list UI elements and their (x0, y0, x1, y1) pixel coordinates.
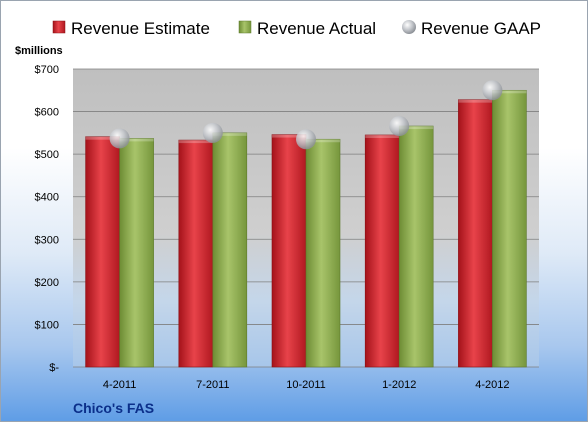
marker-revenue-gaap (296, 129, 316, 150)
gaap-markers (109, 80, 503, 150)
x-tick-label: 10-2011 (286, 379, 326, 391)
bar-revenue-actual (305, 138, 341, 368)
x-tick-label: 4-2011 (103, 379, 136, 391)
bar-top-highlight (458, 99, 493, 103)
bar-revenue-estimate (458, 99, 493, 368)
legend-marker-revenue-gaap (402, 20, 416, 34)
bar-revenue-actual (492, 89, 527, 368)
marker-revenue-gaap (389, 116, 410, 137)
bar-revenue-actual (212, 132, 248, 368)
bar-revenue-estimate (178, 139, 214, 368)
bar-top-highlight (212, 132, 247, 136)
bar-top-highlight (492, 90, 527, 94)
y-tick-label: $400 (35, 192, 59, 204)
bar-top-highlight (306, 139, 340, 143)
bar-top-highlight (272, 134, 306, 138)
x-tick-label: 1-2012 (382, 379, 416, 391)
legend-label-revenue-estimate: Revenue Estimate (71, 19, 210, 38)
bar-revenue-actual (398, 125, 434, 368)
y-axis-ticks: $- $100 $200 $300 $400 $500 $600 $700 (35, 64, 60, 374)
bar-top-highlight (119, 138, 154, 142)
y-axis-unit-label: $millions (15, 45, 63, 57)
bar-revenue-actual (119, 138, 154, 368)
marker-revenue-gaap (482, 80, 503, 101)
legend-label-revenue-actual: Revenue Actual (257, 19, 376, 38)
bar-revenue-estimate (364, 134, 400, 368)
bar-top-highlight (178, 140, 213, 144)
marker-revenue-gaap (202, 122, 223, 143)
y-tick-label: $500 (35, 149, 59, 161)
y-tick-label: $100 (35, 319, 59, 331)
bar-revenue-estimate (85, 136, 120, 368)
bar-top-highlight (85, 136, 120, 140)
bars (85, 89, 527, 368)
y-tick-label: $300 (35, 234, 59, 246)
legend-swatch-revenue-estimate (52, 20, 66, 34)
legend-label-revenue-gaap: Revenue GAAP (421, 19, 541, 38)
bar-top-highlight (399, 126, 434, 130)
marker-revenue-gaap (109, 128, 130, 149)
y-tick-label: $- (49, 362, 59, 374)
legend: Revenue Estimate Revenue Actual Revenue … (52, 19, 541, 38)
y-tick-label: $200 (35, 277, 59, 289)
x-axis-ticks: 4-2011 7-2011 10-2011 1-2012 4-2012 (103, 379, 510, 391)
brand-label: Chico's FAS (73, 400, 154, 416)
legend-swatch-revenue-actual (238, 20, 252, 34)
y-tick-label: $600 (35, 107, 59, 119)
bar-top-highlight (365, 134, 400, 138)
bar-revenue-estimate (271, 134, 307, 368)
x-tick-label: 4-2012 (475, 379, 509, 391)
y-tick-label: $700 (35, 64, 59, 76)
x-tick-label: 7-2011 (196, 379, 229, 391)
